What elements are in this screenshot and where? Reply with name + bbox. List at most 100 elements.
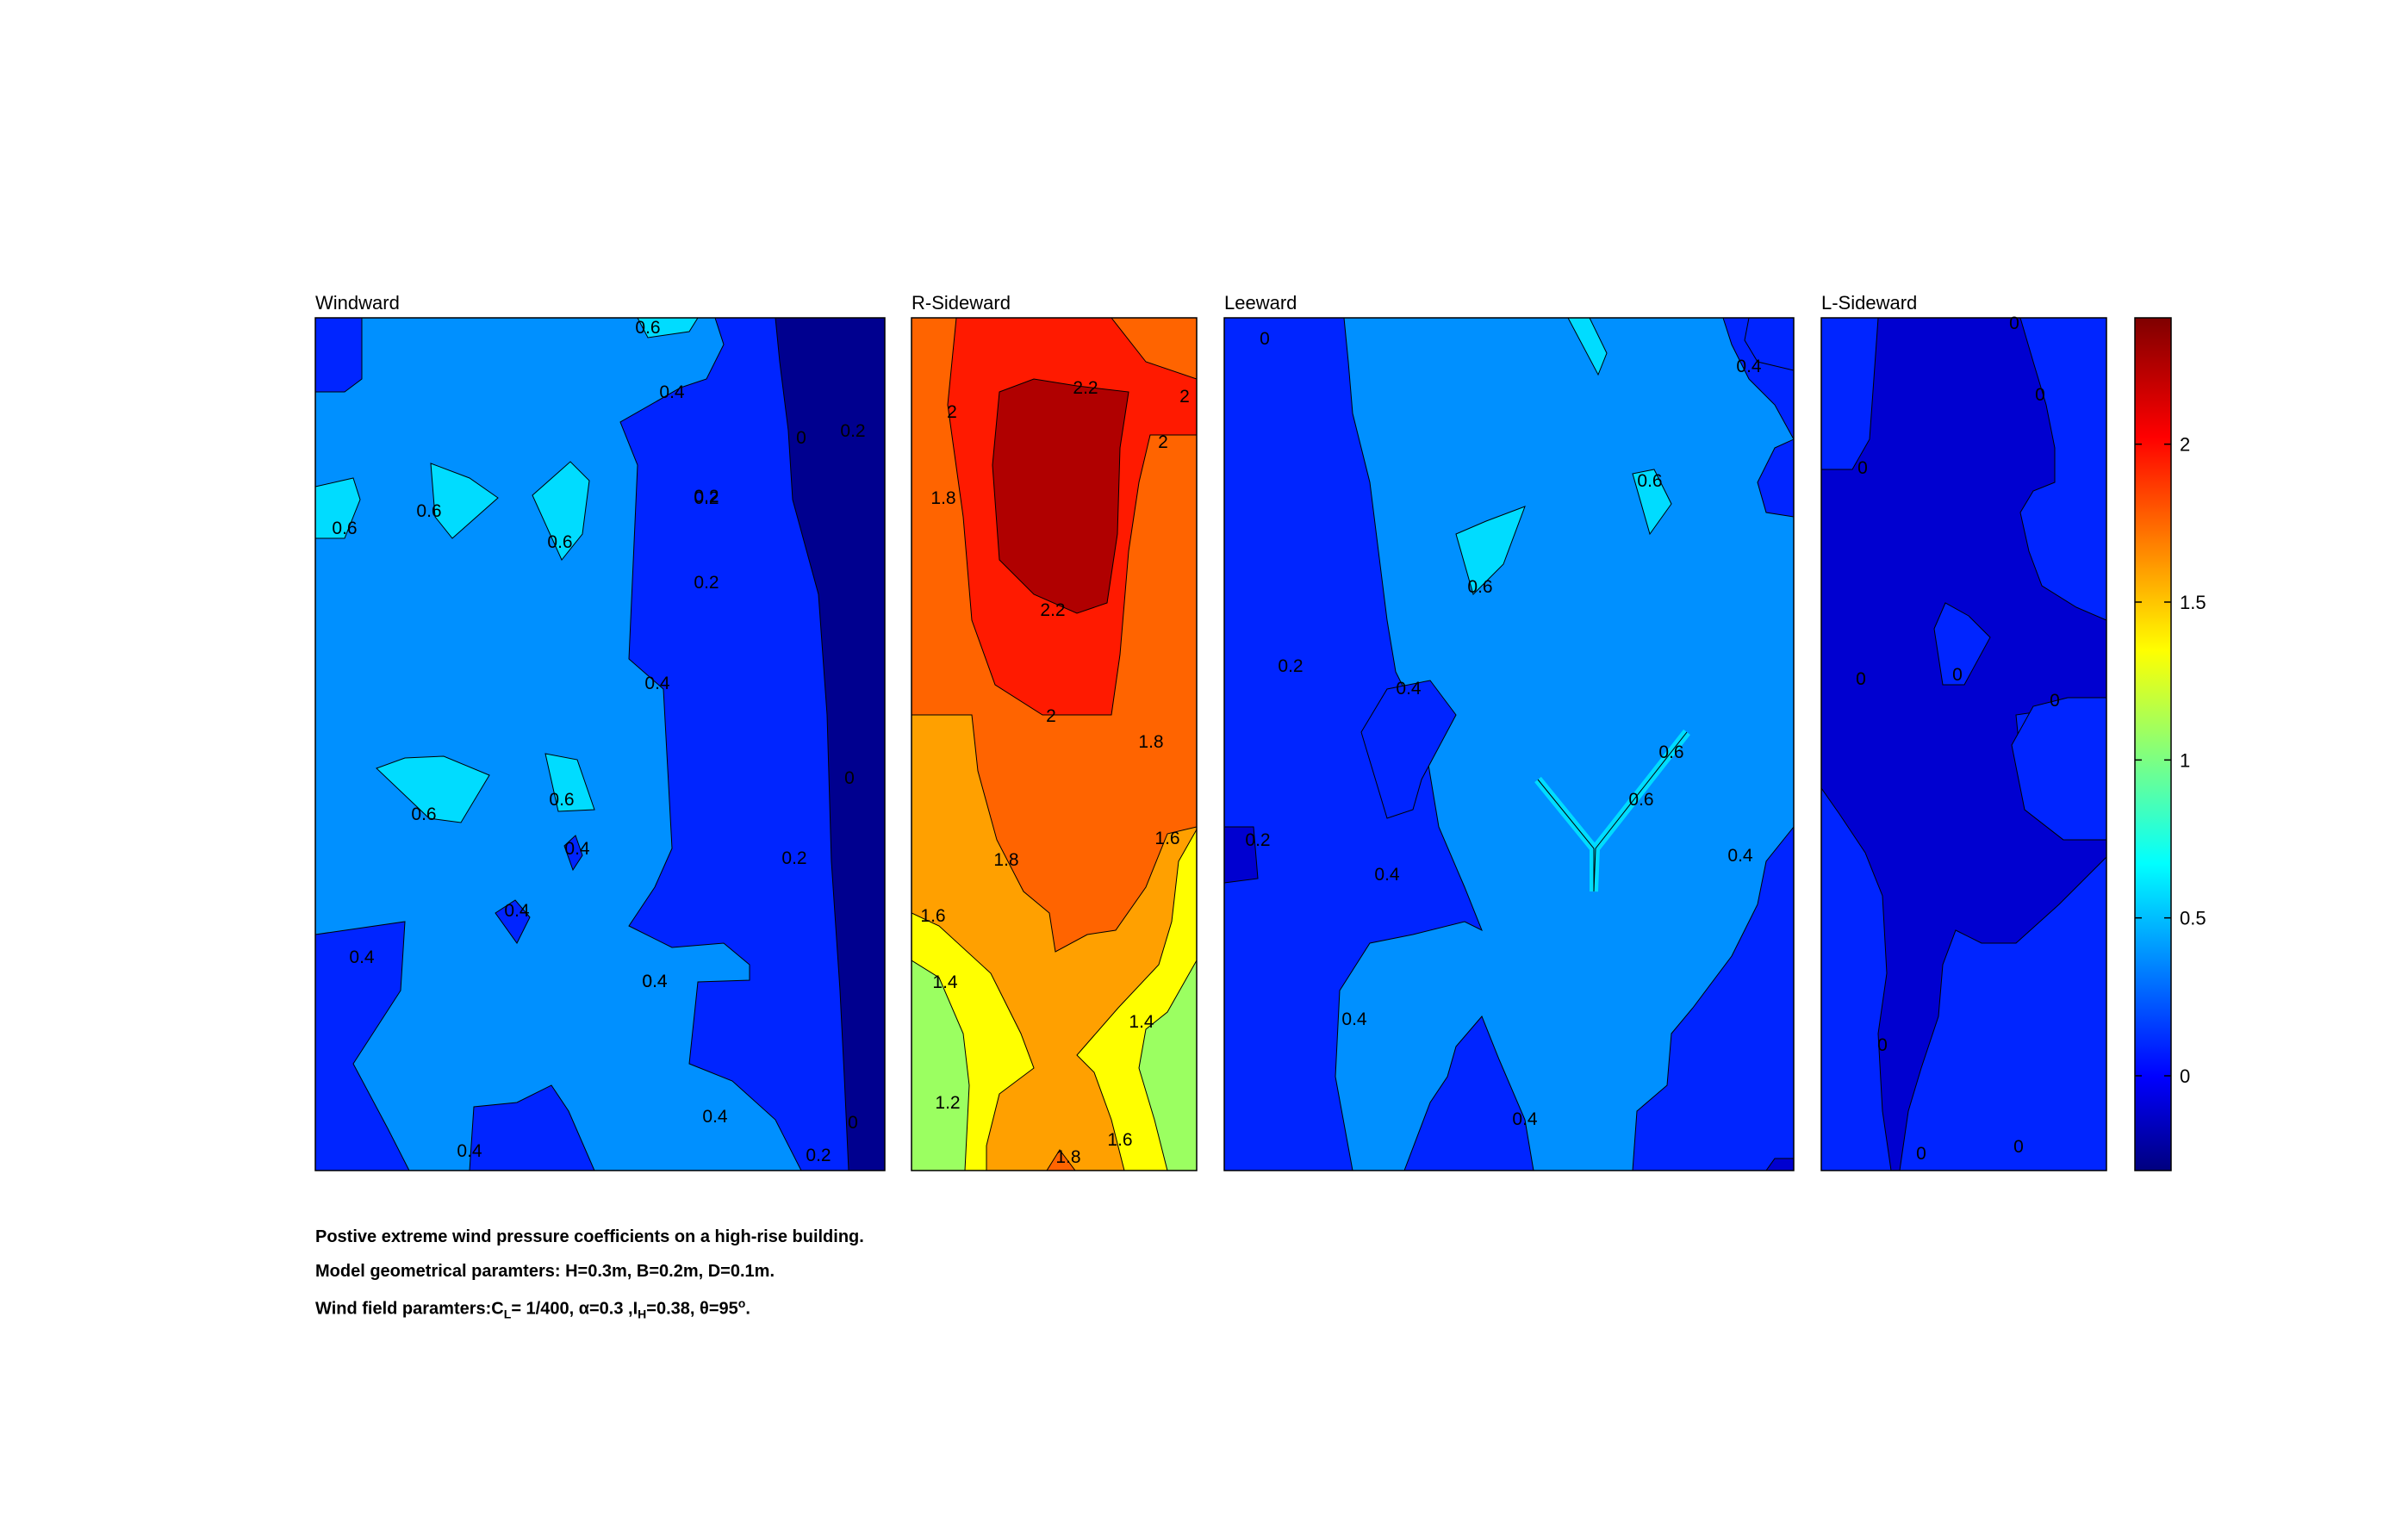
contour-label: 1.6 — [1107, 1130, 1132, 1150]
contour-label: 1.2 — [935, 1093, 960, 1113]
colorbar-ticks: 0 0.5 1 1.5 2 — [2135, 434, 2206, 1087]
contour-label: 0.4 — [1736, 357, 1762, 376]
contour-label: 1.6 — [920, 906, 945, 926]
contour-label: 0.4 — [349, 947, 375, 967]
contour-label: 2 — [1179, 387, 1190, 407]
l-sideward-axes-box — [1820, 317, 2107, 1171]
leeward-contour-v — [1537, 731, 1688, 892]
contour-label: 0 — [796, 428, 806, 448]
contour-label: 0.2 — [1245, 830, 1270, 850]
contour-label: 2.2 — [1040, 600, 1065, 620]
windward-region-06-c — [532, 461, 590, 561]
r-sideward-title: R-Sideward — [912, 292, 1011, 314]
contour-label: 0.2 — [694, 573, 719, 593]
caption-line-3-sub-h: H — [638, 1307, 647, 1321]
contour-label: 0.2 — [781, 848, 806, 868]
r-sideward-region-13-right — [1138, 959, 1197, 1171]
windward-region-02-bottomleft — [315, 921, 410, 1171]
windward-region-02-dot2 — [563, 835, 583, 872]
windward-axes-box — [314, 317, 886, 1171]
contour-label: 0.6 — [547, 532, 572, 552]
caption-line-1: Postive extreme wind pressure coefficien… — [315, 1227, 864, 1246]
l-sideward-title: L-Sideward — [1821, 292, 1917, 314]
colorbar-gradient — [2134, 317, 2172, 1171]
caption-line-3: Wind field paramters:CL= 1/400, α=0.3 ,I… — [315, 1296, 750, 1321]
leeward-title: Leeward — [1224, 292, 1297, 314]
leeward-panel: 0 0.4 0.6 0.6 0.2 0.4 0.6 0.6 0.2 0.4 0.4 0.4 0.4 — [1223, 317, 1795, 1171]
leeward-contour-labels: 0 0.4 0.6 0.6 0.2 0.4 0.6 0.6 0.2 0.4 0.4 0.4 0.4 — [1245, 329, 1762, 1129]
contour-label: 0 — [2035, 385, 2045, 405]
caption-line-2: Model geometrical paramters: H=0.3m, B=0… — [315, 1262, 775, 1281]
colorbar: 0 0.5 1 1.5 2 — [2134, 317, 2206, 1171]
l-sideward-region-01-inner — [1933, 602, 1991, 686]
leeward-region-0 — [1224, 826, 1259, 884]
contour-label: 0 — [2013, 1137, 2024, 1157]
r-sideward-region-23 — [992, 378, 1129, 614]
contour-label: 0 — [844, 768, 855, 788]
contour-label: 0.6 — [332, 519, 357, 538]
leeward-region-02-top — [1744, 318, 1794, 371]
contour-label: 0.4 — [644, 674, 670, 693]
r-sideward-region-13-left — [912, 960, 970, 1171]
contour-label: 0.2 — [840, 421, 865, 441]
windward-region-02-bottommid — [469, 1084, 595, 1171]
r-sideward-panel: 2.2 2 2 2 1.8 2.2 2 1.8 1.8 1.6 1.6 1.4 1.4 1.2 1.8 1.6 — [911, 317, 1198, 1171]
leeward-region-0-bottomright — [1765, 1158, 1794, 1171]
caption-line-3-c: =0.38, θ=95 — [646, 1299, 738, 1319]
contour-label: 0 — [848, 1113, 858, 1133]
r-sideward-region-19-bottom — [1046, 1149, 1076, 1171]
l-sideward-region-01-right — [2011, 697, 2106, 841]
colorbar-tick-label: 2 — [2180, 434, 2190, 456]
contour-label: 0 — [1877, 1035, 1888, 1055]
colorbar-tick-label: 0 — [2180, 1065, 2190, 1087]
colorbar-tick-label: 1 — [2180, 749, 2190, 771]
contour-label: 0.4 — [642, 972, 668, 991]
contour-label: 2 — [1046, 706, 1056, 726]
caption-line-3-b: = 1/400, α=0.3 ,I — [511, 1299, 638, 1319]
windward-region-02-topleft — [315, 318, 363, 393]
contour-label: 0.4 — [702, 1107, 728, 1127]
caption-line-3-d: . — [745, 1299, 750, 1319]
contour-label: 0 — [1857, 458, 1868, 478]
windward-region-02-dot1 — [495, 899, 531, 944]
contour-label: 0 — [2050, 691, 2060, 711]
windward-region-0 — [775, 318, 885, 1171]
contour-label: 0 — [1856, 669, 1866, 689]
contour-label: 1.8 — [1138, 732, 1163, 752]
contour-label: 1.8 — [993, 850, 1018, 870]
contour-label: 2.2 — [1073, 378, 1098, 398]
contour-label: 0.4 — [1512, 1109, 1538, 1129]
contour-label: 0.6 — [635, 318, 660, 338]
contour-label: 0.4 — [1727, 846, 1753, 866]
windward-region-06-b — [430, 463, 499, 539]
contour-label: 1.6 — [1154, 829, 1179, 848]
contour-label: 1.4 — [1129, 1012, 1154, 1032]
colorbar-tick-label: 0.5 — [2180, 908, 2206, 929]
contour-label: 0.6 — [1467, 577, 1492, 597]
contour-label: 1.8 — [930, 488, 955, 508]
contour-label: 0.6 — [1637, 471, 1662, 491]
windward-contour-labels: 0.6 0.4 0.2 0 0.2 0.6 0.6 0.6 0.2 0.2 0.4 0.6 0.6 0.4… — [332, 318, 865, 1165]
leeward-region-02-inner — [1360, 680, 1457, 819]
windward-title: Windward — [315, 292, 400, 314]
leeward-region-06-top — [1567, 318, 1608, 376]
contour-label: 0.4 — [659, 382, 685, 402]
contour-label: 0.4 — [457, 1141, 482, 1161]
leeward-axes-box — [1223, 317, 1795, 1171]
contour-label: 0.4 — [564, 839, 590, 859]
contour-label: 0 — [1260, 329, 1270, 349]
colorbar-tick-label: 1.5 — [2180, 592, 2206, 613]
contour-label: 0.6 — [416, 501, 441, 521]
contour-label: 0.6 — [1628, 790, 1653, 810]
contour-label: 0.6 — [549, 790, 574, 810]
windward-region-06-top — [637, 318, 699, 339]
contour-label: 0.2 — [806, 1146, 831, 1165]
caption-line-3-sub-l: L — [503, 1307, 512, 1321]
contour-label: 0.2 — [694, 488, 719, 508]
leeward-region-02-right — [1757, 438, 1794, 518]
windward-panel: 0.6 0.4 0.2 0 0.2 0.6 0.6 0.6 0.2 0.2 0.4 0.6 0.6 0.4… — [314, 317, 886, 1171]
contour-label: 0.4 — [642, 972, 668, 991]
leeward-region-06-b — [1632, 469, 1672, 536]
